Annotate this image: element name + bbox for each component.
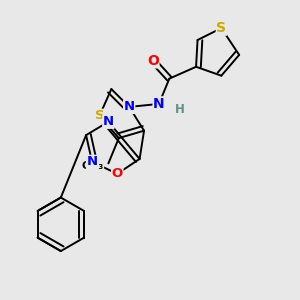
Text: O: O: [112, 167, 123, 180]
Text: N: N: [124, 100, 135, 113]
Text: N: N: [103, 115, 114, 128]
Text: N: N: [86, 155, 98, 168]
Text: CH₃: CH₃: [82, 161, 104, 171]
Text: N: N: [153, 97, 165, 111]
Text: H: H: [175, 103, 185, 116]
Text: S: S: [95, 109, 104, 122]
Text: O: O: [147, 54, 159, 68]
Text: S: S: [216, 21, 226, 35]
